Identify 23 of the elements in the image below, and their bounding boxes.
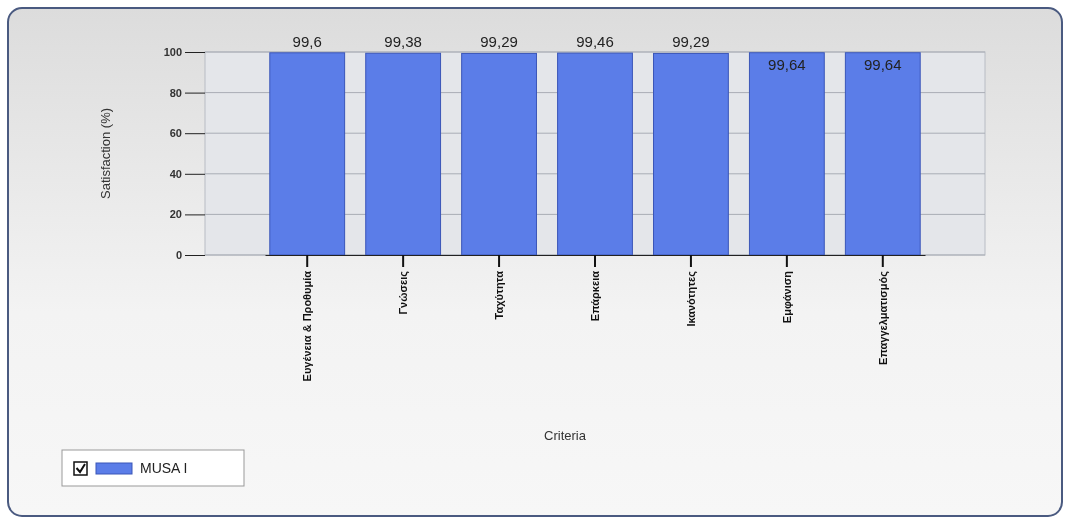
x-tick-label: Ταχύτητα [492, 270, 505, 320]
y-tick-label: 20 [169, 208, 182, 221]
data-label: 99,38 [384, 33, 422, 51]
x-axis-title: Criteria [544, 428, 587, 443]
data-label: 99,29 [480, 33, 518, 51]
data-label: 99,64 [864, 55, 902, 73]
x-tick-label: Εμφάνιση [780, 270, 793, 324]
x-tick-label: Ικανότητες [684, 270, 698, 327]
x-tick-label: Ευγένεια & Προθυμία [301, 270, 314, 382]
y-axis-title: Satisfaction (%) [98, 107, 113, 200]
y-tick-label: 100 [163, 46, 182, 59]
x-tick-label: Επαγγελματισμός [876, 270, 890, 365]
y-tick-label: 40 [169, 167, 182, 180]
x-tick-label: Γνώσεις [396, 270, 410, 315]
y-tick-label: 0 [175, 249, 182, 262]
y-tick-label: 80 [169, 86, 182, 99]
y-tick-label: 60 [169, 127, 182, 140]
data-label: 99,46 [576, 33, 614, 51]
data-label: 99,6 [292, 32, 322, 50]
x-tick-label: Επάρκεια [588, 270, 601, 322]
legend-label: MUSA I [140, 460, 188, 476]
data-label: 99,29 [672, 33, 710, 51]
data-label: 99,64 [768, 55, 806, 73]
